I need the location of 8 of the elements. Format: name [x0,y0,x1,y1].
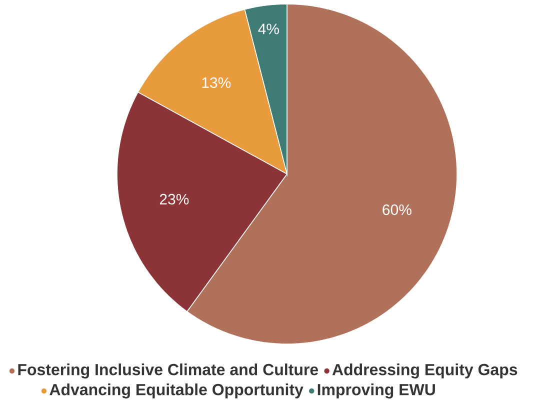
legend-label: Addressing Equity Gaps [332,364,518,378]
data-label: 60% [382,204,412,216]
data-label: 23% [160,194,189,205]
data-label: 13% [202,77,231,88]
legend-label: Fostering Inclusive Climate and Culture [18,364,318,378]
data-label: 4% [258,24,279,34]
legend-label: Improving EWU [318,384,435,398]
legend-label: Advancing Equitable Opportunity [50,384,304,398]
